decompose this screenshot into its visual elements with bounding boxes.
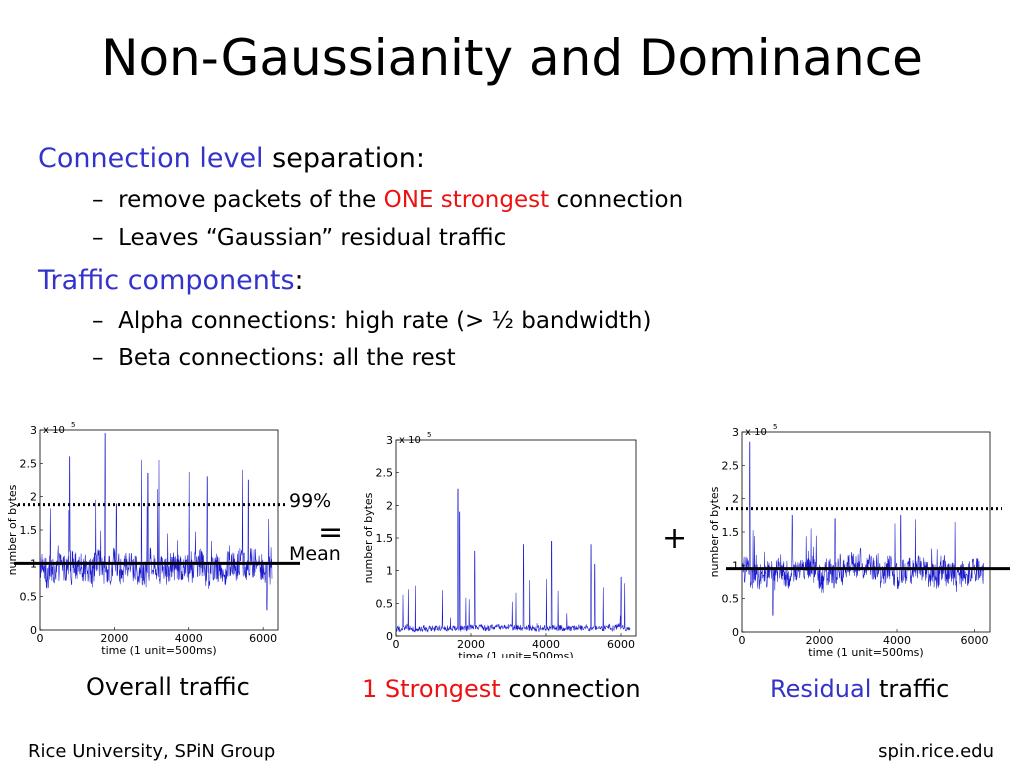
x-tick-label: 6000 [249,632,277,645]
x-axis-label: time (1 unit=500ms) [458,650,573,658]
y-tick-label: 0.5 [376,597,394,610]
sub-bullet-gaussian-residual: – Leaves “Gaussian” residual traffic [92,224,506,252]
y-tick-label: 0 [732,626,739,639]
y-tick-label: 2.5 [722,459,740,472]
sub-bullet-red-text: ONE strongest [383,187,550,213]
x-tick-label: 6000 [607,638,635,651]
y-tick-label: 3 [386,434,393,447]
dash: – [92,345,104,371]
bullet-traffic-components: Traffic components: [38,265,304,297]
sub-bullet-text: Leaves “Gaussian” residual traffic [118,225,507,251]
x-axis-label: time (1 unit=500ms) [808,646,923,658]
y-tick-label: 3 [30,424,37,437]
x-tick-label: 0 [393,638,400,651]
x-tick-label: 0 [739,634,746,647]
caption-residual-rest: traffic [871,675,950,703]
series-line [39,433,273,611]
y-tick-label: 2 [732,493,739,506]
bullet-text: : [294,265,304,296]
footer-right: spin.rice.edu [878,741,994,762]
y-tick-label: 3 [732,426,739,439]
bullet-text: separation: [263,143,425,174]
sub-bullet-text-end: connection [549,187,684,213]
bullet-highlight: Connection level [38,143,264,174]
caption-strongest-rest: connection [500,675,641,703]
annotation-99-percent: 99% [289,490,332,512]
y-axis-label: number of bytes [708,486,721,577]
annotation-mean: Mean [289,543,341,565]
y-tick-label: 1 [732,559,739,572]
dash: – [92,308,104,334]
caption-strongest-red: 1 Strongest [362,675,501,703]
caption-overall: Overall traffic [86,673,250,701]
x-tick-label: 4000 [883,634,911,647]
sub-bullet-beta: – Beta connections: all the rest [92,344,456,372]
y-exponent-power: 5 [71,421,75,429]
footer-left: Rice University, SPiN Group [28,741,276,762]
y-exponent: x 10 [43,425,65,436]
plot-frame [741,431,991,633]
caption-strongest: 1 Strongest connection [362,674,641,704]
y-tick-label: 1 [386,565,393,578]
y-exponent: x 10 [399,435,421,446]
y-tick-label: 2.5 [20,457,38,470]
chart-strongest-svg: 0 2000 4000 6000 0 0.5 1 1.5 2 2.5 3 x 10 5 time (1 u… [362,431,637,663]
y-tick-label: 1.5 [722,526,740,539]
y-axis-label: number of bytes [362,492,375,583]
bullet-highlight: Traffic components [38,265,295,296]
y-tick-label: 2 [30,491,37,504]
x-tick-label: 4000 [532,638,560,651]
y-tick-label: 1.5 [20,524,38,537]
x-tick-label: 4000 [175,632,203,645]
sub-bullet-text: remove packets of the [118,187,384,213]
y-tick-label: 2 [386,499,393,512]
bullet-connection-level: Connection level separation: [38,143,425,175]
y-axis-label: number of bytes [6,484,19,575]
y-exponent-power: 5 [773,423,777,431]
series-line [395,488,631,633]
plus-sign: + [662,521,688,556]
equals-sign: = [318,515,344,550]
sub-bullet-text: Beta connections: all the rest [118,345,456,371]
x-tick-label: 2000 [806,634,834,647]
caption-residual-blue: Residual [770,675,872,703]
x-axis-label: time (1 unit=500ms) [101,644,216,657]
slide-title: Non-Gaussianity and Dominance [101,29,923,87]
y-tick-label: 0.5 [20,591,38,604]
chart-residual: 0 2000 4000 6000 0 0.5 1 1.5 2 2.5 3 x 10 5 time (1 u… [700,418,1012,662]
chart-strongest: 0 2000 4000 6000 0 0.5 1 1.5 2 2.5 3 x 10 5 time (1 u… [358,418,658,663]
chart-residual-svg: 0 2000 4000 6000 0 0.5 1 1.5 2 2.5 3 x 10 5 time (1 u… [708,423,1012,659]
y-tick-label: 2.5 [376,467,394,480]
sub-bullet-alpha: – Alpha connections: high rate (> ½ band… [92,307,651,335]
y-tick-label: 0 [30,624,37,637]
dash: – [92,225,104,251]
series-line [741,441,985,616]
x-tick-label: 2000 [457,638,485,651]
caption-residual: Residual traffic [770,674,949,704]
y-tick-label: 1.5 [376,532,394,545]
y-exponent-power: 5 [427,431,431,439]
y-tick-label: 0 [386,630,393,643]
x-tick-label: 2000 [100,632,128,645]
sub-bullet-text: Alpha connections: high rate (> ½ bandwi… [118,308,652,334]
x-tick-label: 0 [37,632,44,645]
sub-bullet-remove-packets: – remove packets of the ONE strongest co… [92,186,683,214]
y-exponent: x 10 [745,427,767,438]
x-tick-label: 6000 [961,634,989,647]
dash: – [92,187,104,213]
y-tick-label: 0.5 [722,593,740,606]
